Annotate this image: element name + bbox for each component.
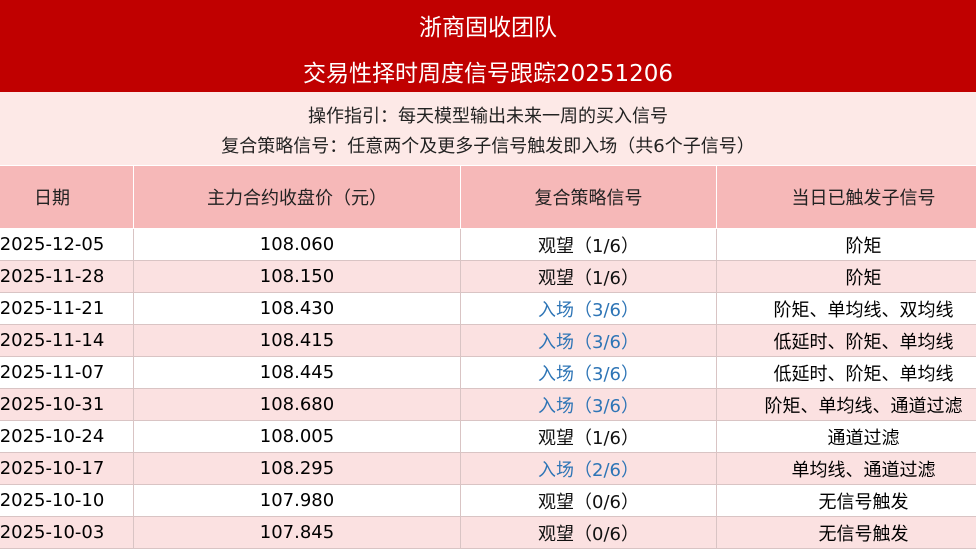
table-row: 2025-10-10 107.980 观望（0/6） 无信号触发 [0, 484, 976, 517]
header-row: 日期 主力合约收盘价（元） 复合策略信号 当日已触发子信号 [0, 165, 976, 229]
table-row: 2025-11-21 108.430 入场（3/6） 阶矩、单均线、双均线 [0, 292, 976, 325]
sub-signal-cell: 无信号触发 [716, 516, 976, 549]
note: 操作指引：每天模型输出未来一周的买入信号 [308, 106, 668, 127]
price-cell: 108.430 [133, 292, 461, 325]
title-band: 浙商固收团队 交易性择时周度信号跟踪20251206 [0, 0, 976, 92]
date-cell: 2025-11-14 [0, 324, 134, 357]
price-cell: 108.150 [133, 260, 461, 293]
sub-signal-cell: 通道过滤 [716, 420, 976, 453]
table-row: 2025-10-03 107.845 观望（0/6） 无信号触发 [0, 516, 976, 549]
sub-signal-cell: 低延时、阶矩、单均线 [716, 356, 976, 389]
signal-cell: 入场（3/6） [460, 292, 717, 325]
signal-cell: 观望（0/6） [460, 484, 717, 517]
date-cell: 2025-10-10 [0, 484, 134, 517]
column-header: 复合策略信号 [460, 165, 717, 229]
signal-cell: 入场（3/6） [460, 324, 717, 357]
sub-signal-cell: 阶矩、单均线、通道过滤 [716, 388, 976, 421]
date-cell: 2025-10-03 [0, 516, 134, 549]
signal-table: 日期 主力合约收盘价（元） 复合策略信号 当日已触发子信号 2025-12-05 108.… [0, 165, 976, 549]
sub-signal-cell: 阶矩 [716, 260, 976, 293]
signal-cell: 入场（3/6） [460, 356, 717, 389]
table-row: 2025-11-28 108.150 观望（1/6） 阶矩 [0, 260, 976, 293]
date-cell: 2025-11-21 [0, 292, 134, 325]
notes: 操作指引：每天模型输出未来一周的买入信号 复合策略信号：任意两个及更多子信号触发… [0, 92, 976, 165]
sub-signal-cell: 阶矩 [716, 228, 976, 261]
date-cell: 2025-11-28 [0, 260, 134, 293]
sub-signal-cell: 单均线、通道过滤 [716, 452, 976, 485]
date-cell: 2025-10-31 [0, 388, 134, 421]
signal-cell: 入场（2/6） [460, 452, 717, 485]
price-cell: 107.980 [133, 484, 461, 517]
date-cell: 2025-10-24 [0, 420, 134, 453]
price-cell: 108.680 [133, 388, 461, 421]
price-cell: 108.445 [133, 356, 461, 389]
signal-cell: 观望（1/6） [460, 420, 717, 453]
price-cell: 108.060 [133, 228, 461, 261]
table-row: 2025-10-17 108.295 入场（2/6） 单均线、通道过滤 [0, 452, 976, 485]
signal-cell: 观望（1/6） [460, 260, 717, 293]
price-cell: 108.415 [133, 324, 461, 357]
table-row: 2025-10-31 108.680 入场（3/6） 阶矩、单均线、通道过滤 [0, 388, 976, 421]
date-cell: 2025-12-05 [0, 228, 134, 261]
date-cell: 2025-10-17 [0, 452, 134, 485]
signal-cell: 入场（3/6） [460, 388, 717, 421]
price-cell: 108.005 [133, 420, 461, 453]
title: 浙商固收团队 [419, 15, 557, 41]
date-cell: 2025-11-07 [0, 356, 134, 389]
table-row: 2025-11-14 108.415 入场（3/6） 低延时、阶矩、单均线 [0, 324, 976, 357]
sub-signal-cell: 无信号触发 [716, 484, 976, 517]
table-row: 2025-11-07 108.445 入场（3/6） 低延时、阶矩、单均线 [0, 356, 976, 389]
price-cell: 108.295 [133, 452, 461, 485]
price-cell: 107.845 [133, 516, 461, 549]
sub-signal-cell: 低延时、阶矩、单均线 [716, 324, 976, 357]
column-header: 当日已触发子信号 [716, 165, 976, 229]
sub-signal-cell: 阶矩、单均线、双均线 [716, 292, 976, 325]
signal-cell: 观望（0/6） [460, 516, 717, 549]
signal-cell: 观望（1/6） [460, 228, 717, 261]
column-header: 主力合约收盘价（元） [133, 165, 461, 229]
table-row: 2025-12-05 108.060 观望（1/6） 阶矩 [0, 228, 976, 261]
note: 复合策略信号：任意两个及更多子信号触发即入场（共6个子信号） [221, 136, 755, 157]
column-header: 日期 [0, 165, 134, 229]
subtitle: 交易性择时周度信号跟踪20251206 [302, 61, 674, 87]
table-row: 2025-10-24 108.005 观望（1/6） 通道过滤 [0, 420, 976, 453]
